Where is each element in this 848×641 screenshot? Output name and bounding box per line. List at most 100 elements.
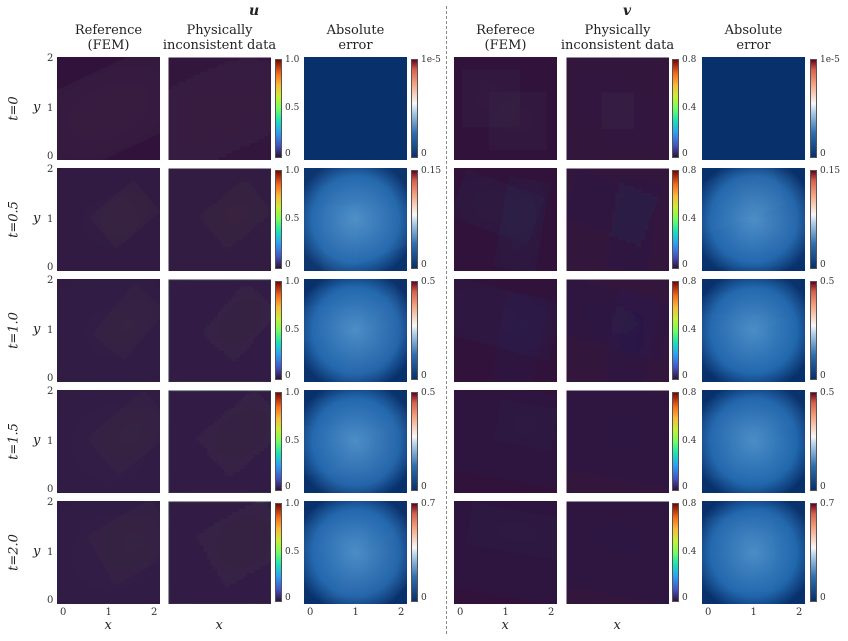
colorbar-u_data [275,170,282,269]
y-tick-label: 1 [47,102,54,114]
field-panel-v_err-4 [702,501,805,604]
colorbar-tick-label: 0.15 [421,166,442,176]
colorbar-u_err [411,503,418,602]
colorbar-tick-label: 0 [820,593,826,603]
field-panel-u_ref-1 [57,168,160,271]
field-panel-v_ref-3 [454,390,557,493]
colorbar-u_err [411,170,418,269]
x-tick-label: 2 [796,607,803,618]
y-tick-label: 0 [47,151,54,162]
colorbar-tick-label: 0.15 [820,166,841,176]
colorbar-tick-label: 0.8 [682,277,697,287]
x-tick-label: 0 [60,607,67,618]
y-tick-label: 1 [47,324,54,336]
colorbar-tick-label: 0.5 [285,324,300,335]
colorbar-u_err [411,59,418,158]
colorbar-tick-label: 0 [421,482,427,492]
column-title-u_data: Physically inconsistent data [162,23,277,53]
colorbar-tick-label: 1.0 [285,166,300,176]
y-axis-label: y [33,321,41,337]
colorbar-tick-label: 0.5 [285,213,300,224]
colorbar-tick-label: 0 [421,371,427,381]
x-tick-label: 0 [457,607,464,618]
field-panel-u_ref-0 [57,57,160,160]
colorbar-tick-label: 1.0 [285,55,300,65]
colorbar-v_data [672,59,679,158]
section-title-u: u [249,3,260,19]
x-tick-label: 0 [705,607,712,618]
colorbar-tick-label: 0 [421,149,427,159]
x-tick-label: 1 [352,607,359,618]
colorbar-tick-label: 0 [682,593,688,603]
y-axis-label: y [33,210,41,226]
colorbar-tick-label: 0.4 [682,213,697,224]
colorbar-tick-label: 0 [682,371,688,381]
colorbar-u_data [275,392,282,491]
colorbar-tick-label: 0 [820,371,826,381]
colorbar-v_data [672,281,679,380]
colorbar-tick-label: 0.5 [820,388,835,398]
colorbar-tick-label: 0.5 [285,102,300,113]
colorbar-tick-label: 0 [682,482,688,492]
x-axis-label: x [215,618,223,633]
colorbar-u_data [275,281,282,380]
x-axis-label: x [613,618,621,633]
colorbar-tick-label: 0 [285,593,291,603]
colorbar-tick-label: 0 [820,482,826,492]
y-tick-label: 1 [47,546,54,558]
row-label-0: t=0 [6,95,22,121]
y-tick-label: 2 [47,164,54,175]
colorbar-u_data [275,503,282,602]
colorbar-tick-label: 1.0 [285,388,300,398]
colorbar-tick-label: 0.8 [682,499,697,509]
field-panel-v_err-2 [702,279,805,382]
x-tick-label: 2 [151,607,158,618]
colorbar-u_err [411,392,418,491]
field-panel-v_data-1 [566,168,669,271]
field-panel-v_err-1 [702,168,805,271]
row-label-2: t=1.0 [6,311,22,349]
field-panel-u_err-2 [304,279,407,382]
colorbar-tick-label: 1.0 [285,499,300,509]
y-tick-label: 0 [47,373,54,384]
section-title-v: v [623,3,632,19]
colorbar-tick-label: 0 [820,260,826,270]
colorbar-v_data [672,392,679,491]
y-tick-label: 1 [47,213,54,225]
colorbar-v_data [672,170,679,269]
column-title-v_ref: Referece (FEM) [476,23,535,53]
row-label-4: t=2.0 [6,533,22,571]
colorbar-tick-label: 0.5 [820,277,835,287]
field-panel-u_err-3 [304,390,407,493]
colorbar-v_err [810,170,817,269]
field-panel-v_ref-2 [454,279,557,382]
colorbar-tick-label: 0.4 [682,102,697,113]
x-tick-label: 1 [502,607,509,618]
colorbar-tick-label: 0.8 [682,55,697,65]
column-title-v_data: Physically inconsistent data [560,23,675,53]
field-panel-v_data-4 [566,501,669,604]
column-title-u_ref: Reference (FEM) [74,23,143,53]
colorbar-tick-label: 0 [285,482,291,492]
section-divider [446,6,447,634]
colorbar-tick-label: 0 [820,149,826,159]
y-tick-label: 0 [47,262,54,273]
colorbar-tick-label: 0.5 [285,435,300,446]
colorbar-v_err [810,59,817,158]
y-axis-label: y [33,543,41,559]
field-panel-v_err-0 [702,57,805,160]
x-tick-label: 1 [105,607,112,618]
y-tick-label: 2 [47,386,54,397]
colorbar-u_data [275,59,282,158]
colorbar-tick-label: 0.8 [682,388,697,398]
x-tick-label: 2 [398,607,405,618]
colorbar-tick-label: 0 [421,260,427,270]
field-panel-v_data-3 [566,390,669,493]
colorbar-tick-label: 0.5 [421,388,436,398]
field-panel-u_data-2 [168,279,271,382]
field-panel-u_err-1 [304,168,407,271]
field-panel-u_ref-4 [57,501,160,604]
field-panel-u_err-4 [304,501,407,604]
field-panel-v_ref-4 [454,501,557,604]
colorbar-tick-label: 0.8 [682,166,697,176]
